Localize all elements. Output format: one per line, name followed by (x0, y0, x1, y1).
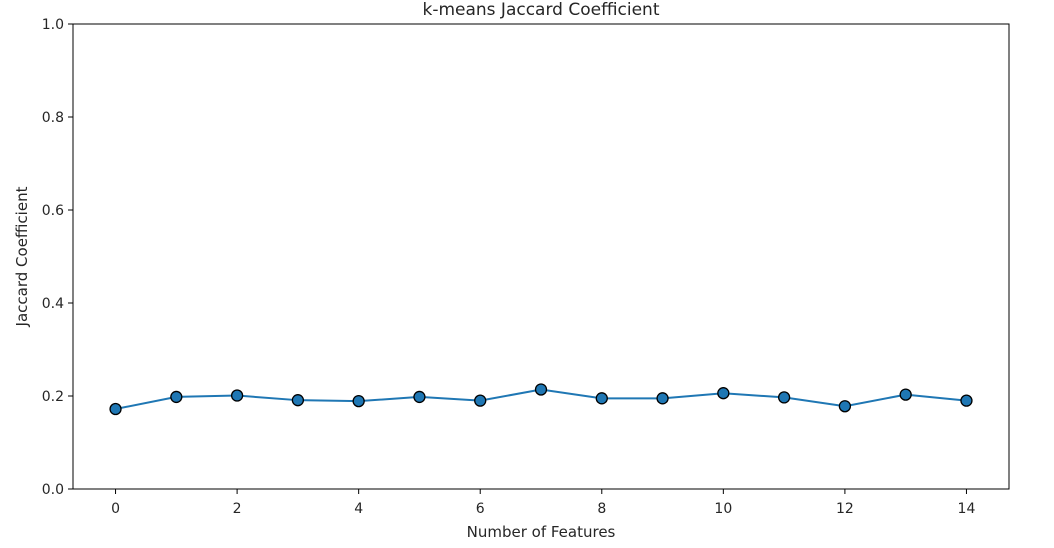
data-point (413, 390, 426, 404)
y-tick-label: 1.0 (42, 17, 64, 33)
data-point (291, 394, 305, 407)
data-point (352, 394, 365, 408)
data-point (595, 392, 608, 405)
x-tick-label: 2 (233, 501, 242, 517)
data-point (960, 394, 973, 407)
data-point (170, 390, 183, 404)
y-tick-label: 0.4 (42, 296, 64, 312)
x-tick-label: 12 (836, 501, 854, 517)
series-layer (109, 383, 973, 416)
data-point (230, 389, 244, 402)
x-axis-label: Number of Features (467, 523, 616, 541)
data-point (109, 402, 122, 416)
data-point (838, 400, 852, 413)
x-tick-label: 14 (958, 501, 976, 517)
y-tick-label: 0.8 (42, 110, 64, 126)
y-tick-label: 0.6 (42, 203, 64, 219)
y-tick-label: 0.2 (42, 389, 64, 405)
data-point (777, 391, 791, 404)
x-tick-label: 0 (111, 501, 120, 517)
x-tick-label: 8 (597, 501, 606, 517)
x-tick-label: 6 (476, 501, 485, 517)
x-tick-label: 4 (354, 501, 363, 517)
data-point (656, 392, 669, 405)
data-point (474, 394, 487, 407)
data-point (899, 388, 912, 401)
plot-area (72, 23, 1010, 490)
y-tick-label: 0.0 (42, 482, 64, 498)
data-point (534, 383, 548, 396)
x-tick-label: 10 (714, 501, 732, 517)
x-axis: 0 2 4 6 8 10 12 14 (111, 489, 975, 517)
data-point (717, 387, 730, 400)
y-axis-label: Jaccard Coefficient (13, 186, 31, 327)
y-axis: 0.0 0.2 0.4 0.6 0.8 1.0 (42, 17, 73, 498)
chart-title: k-means Jaccard Coefficient (422, 0, 659, 20)
